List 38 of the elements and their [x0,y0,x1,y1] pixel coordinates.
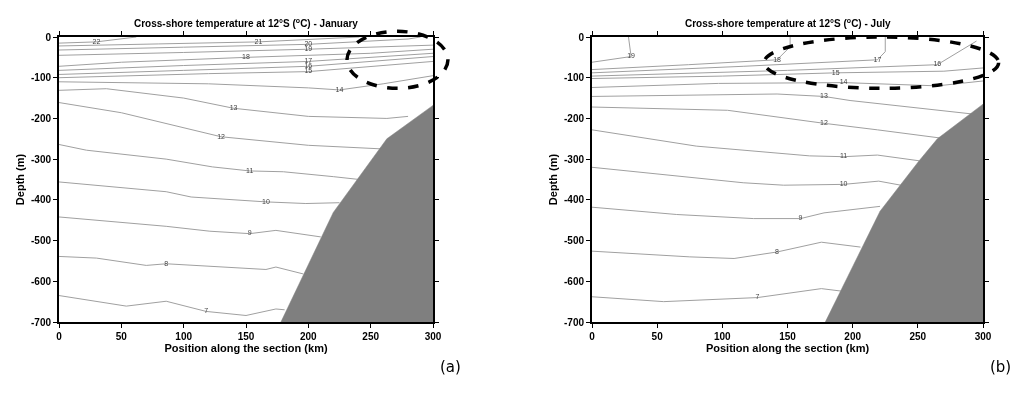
x-tick-label: 150 [779,331,797,342]
y-tick-label: -600 [30,275,52,287]
y-tick-label: -500 [563,235,585,247]
y-tick-label: -200 [563,112,585,124]
y-axis-title: Depth (m) [547,153,560,206]
x-tick-label: 50 [651,331,664,342]
y-tick-label: -100 [563,72,585,84]
y-tick-label: -600 [563,275,585,287]
y-tick-label: -500 [30,235,52,247]
x-tick-label: 300 [424,331,442,342]
chart-title: Cross-shore temperature at 12°S ($^{o}$C) - July [685,17,892,30]
x-tick-label: 50 [115,331,128,342]
y-tick-label: 0 [578,31,585,43]
x-axis-title: Position along the section (km) [164,342,328,354]
y-tick-label: -300 [563,153,585,165]
y-tick-label: -400 [563,194,585,206]
x-tick-label: 200 [299,331,318,342]
x-tick-label: 250 [909,331,927,342]
x-tick-label: 150 [237,331,255,342]
chart-title: Cross-shore temperature at 12°S ($^{o}$C) - January [134,17,359,30]
text: (b) [990,358,1012,376]
x-tick-label: 250 [362,331,380,342]
x-tick-label: 300 [974,331,992,342]
y-tick-label: -400 [30,194,52,206]
y-tick-label: -200 [30,112,52,124]
y-tick-label: -700 [30,316,52,328]
x-tick-label: 0 [56,331,63,342]
y-tick-label: -700 [563,316,585,328]
y-tick-label: 0 [45,31,52,43]
x-axis-title: Position along the section (km) [705,342,870,354]
text: (a) [440,358,461,376]
y-axis-title: Depth (m) [14,153,27,206]
x-tick-label: 100 [175,331,193,342]
y-tick-label: -300 [30,153,52,165]
x-tick-label: 100 [713,331,732,342]
x-tick-label: 200 [844,331,862,342]
y-tick-label: -100 [30,72,52,84]
x-tick-label: 0 [589,331,596,342]
